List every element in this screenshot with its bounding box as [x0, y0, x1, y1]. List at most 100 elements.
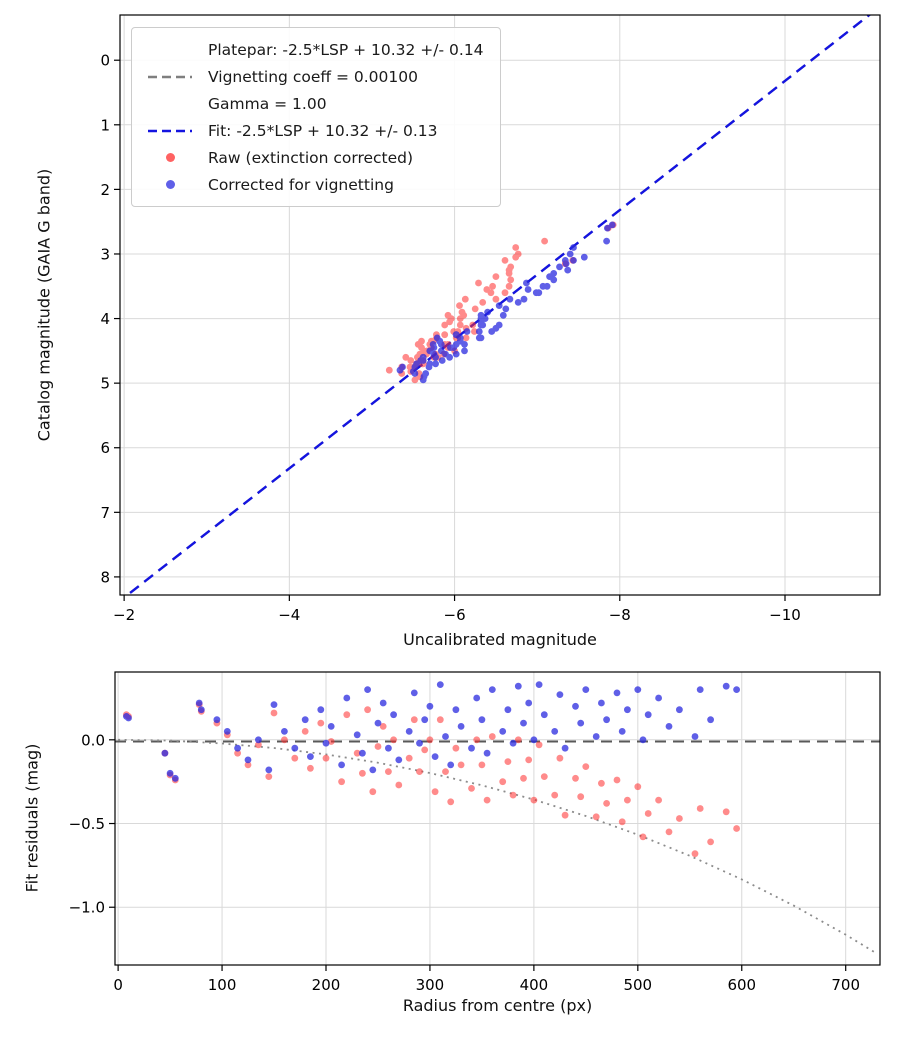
data-point: [421, 716, 429, 724]
data-point: [655, 694, 662, 702]
data-point: [598, 699, 605, 707]
data-point: [570, 244, 577, 251]
data-point: [431, 788, 439, 796]
data-point: [416, 739, 423, 747]
data-point: [520, 774, 527, 782]
data-point: [430, 350, 438, 358]
data-point: [322, 739, 330, 747]
data-point: [385, 768, 392, 775]
data-point: [499, 311, 507, 319]
y-tick-label: −0.5: [69, 815, 105, 833]
data-point: [520, 295, 528, 303]
data-point: [437, 341, 445, 348]
data-point: [604, 224, 611, 232]
data-point: [447, 798, 455, 806]
data-point: [572, 702, 579, 710]
data-point: [322, 754, 330, 762]
data-point: [598, 779, 605, 787]
data-point: [125, 714, 132, 722]
x-tick-label: 500: [623, 976, 652, 994]
data-point: [477, 334, 485, 342]
data-point: [438, 357, 446, 364]
data-point: [405, 754, 413, 762]
data-point: [374, 719, 382, 727]
data-point: [411, 370, 419, 377]
data-point: [419, 353, 427, 361]
data-point: [452, 706, 460, 714]
legend-platepar-label-2: Vignetting coeff = 0.00100: [208, 67, 418, 86]
data-point: [255, 736, 262, 744]
data-point: [556, 691, 564, 698]
data-point: [419, 376, 427, 384]
data-point: [473, 736, 481, 744]
data-point: [379, 699, 387, 707]
corrected-series: [396, 221, 616, 384]
data-point: [492, 295, 500, 303]
data-point: [475, 328, 483, 335]
data-point: [234, 749, 242, 757]
data-point: [473, 694, 481, 702]
data-point: [722, 808, 730, 816]
legend-row-raw: Raw (extinction corrected): [142, 144, 484, 171]
data-point: [520, 719, 527, 727]
data-point: [432, 360, 439, 368]
data-point: [452, 744, 460, 752]
legend-platepar-label-3: Gamma = 1.00: [208, 94, 327, 113]
data-point: [405, 728, 413, 735]
data-point: [525, 699, 533, 707]
data-point: [426, 702, 434, 710]
data-point: [265, 766, 273, 774]
data-point: [411, 376, 419, 384]
data-point: [436, 681, 444, 688]
data-point: [396, 366, 404, 374]
x-tick-label: −6: [444, 606, 466, 624]
data-point: [499, 778, 507, 786]
data-point: [369, 766, 377, 774]
data-point: [369, 788, 377, 796]
data-point: [447, 344, 454, 351]
data-point: [457, 761, 465, 769]
data-point: [483, 796, 491, 804]
data-point: [430, 344, 438, 351]
legend: Platepar: -2.5*LSP + 10.32 +/- 0.14 Vign…: [131, 27, 501, 207]
data-point: [456, 337, 464, 345]
data-point: [390, 711, 397, 719]
data-point: [265, 773, 273, 780]
chart-bottom-svg: 0 100 200 300 400 500 600 700 0.0 −0.5 −1.0: [69, 671, 881, 994]
data-point: [462, 334, 470, 342]
data-point: [407, 357, 415, 364]
data-point: [477, 311, 485, 319]
raw-residuals-series: [123, 701, 740, 858]
data-point: [639, 736, 647, 744]
x-tick-label: 700: [831, 976, 860, 994]
data-point: [488, 733, 496, 740]
data-point: [509, 739, 517, 747]
x-tick-label: 600: [727, 976, 756, 994]
data-point: [171, 774, 179, 782]
data-point: [540, 711, 548, 719]
data-point: [447, 761, 455, 769]
data-point: [504, 758, 512, 765]
data-point: [353, 731, 361, 739]
grid: [115, 672, 880, 965]
data-point: [504, 706, 512, 714]
data-point: [501, 289, 509, 297]
data-point: [525, 756, 533, 764]
y-tick-label: 1: [100, 116, 110, 134]
tick-labels: 0 100 200 300 400 500 600 700 0.0 −0.5 −1.0: [69, 731, 860, 994]
y-tick-label: 5: [100, 375, 110, 393]
data-point: [561, 257, 569, 264]
data-point: [624, 706, 631, 714]
tick-labels: −2 −4 −6 −8 −10 0 1 2 3 4 5 6 7 8: [100, 52, 800, 624]
plot-content: [125, 15, 872, 595]
data-point: [461, 295, 469, 303]
data-point: [460, 311, 468, 319]
y-tick-label: 7: [100, 504, 110, 522]
data-point: [613, 776, 621, 784]
data-point: [441, 331, 449, 339]
data-point: [483, 749, 491, 757]
data-point: [514, 736, 522, 744]
tick-marks: [109, 739, 847, 971]
data-point: [495, 302, 503, 309]
